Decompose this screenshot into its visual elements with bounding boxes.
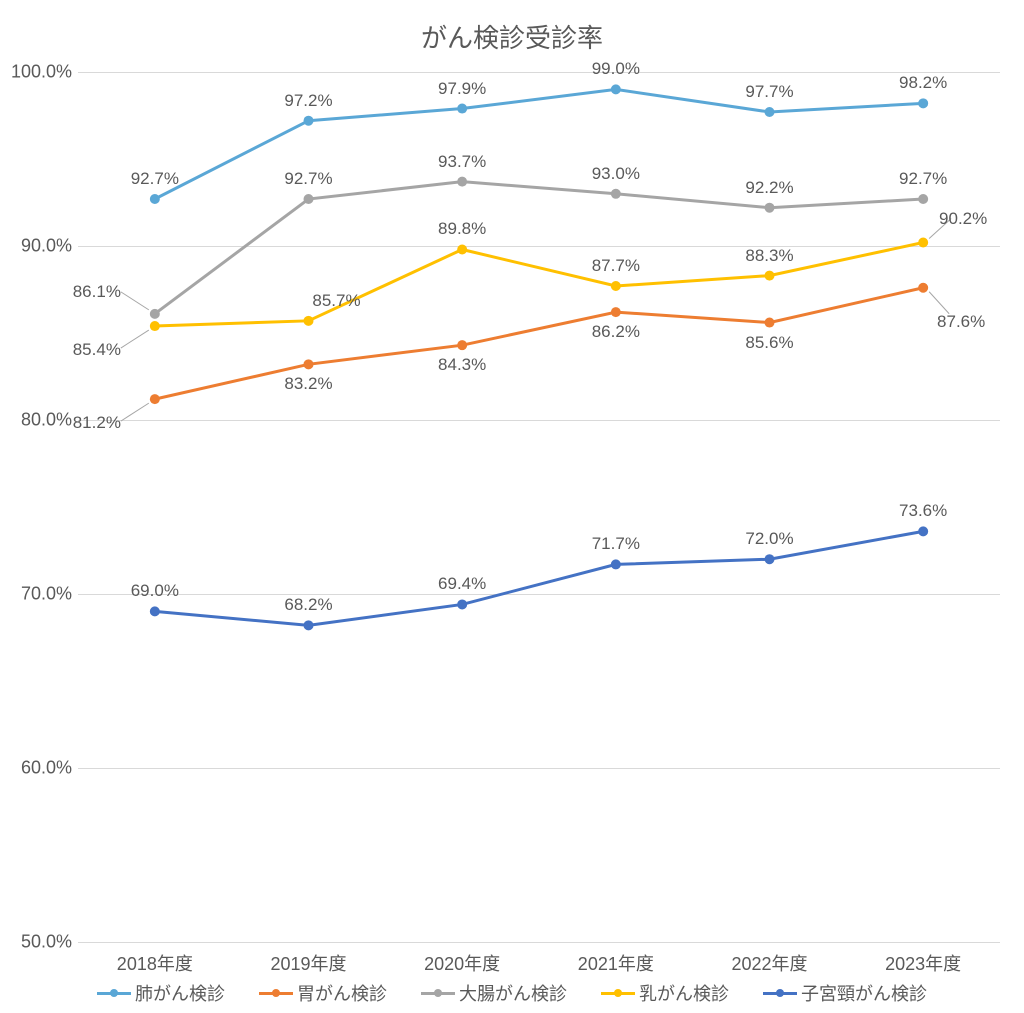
series-marker — [457, 340, 467, 350]
x-tick-label: 2020年度 — [424, 950, 500, 976]
leader-line — [929, 219, 951, 239]
legend: 肺がん検診 胃がん検診 大腸がん検診 乳がん検診 子宮頸がん検診 — [0, 980, 1024, 1006]
plot-svg — [78, 72, 1000, 942]
series-marker — [457, 244, 467, 254]
legend-item: 子宮頸がん検診 — [763, 980, 927, 1006]
legend-item: 乳がん検診 — [601, 980, 729, 1006]
series-marker — [150, 321, 160, 331]
series-marker — [150, 309, 160, 319]
legend-swatch — [601, 988, 635, 998]
legend-swatch — [763, 988, 797, 998]
x-tick-label: 2023年度 — [885, 950, 961, 976]
y-tick-label: 60.0% — [2, 758, 72, 779]
series-marker — [765, 554, 775, 564]
leader-line — [929, 292, 949, 314]
y-tick-label: 90.0% — [2, 236, 72, 257]
series-marker — [457, 177, 467, 187]
series-marker — [457, 599, 467, 609]
series-marker — [611, 281, 621, 291]
legend-label: 子宮頸がん検診 — [801, 980, 927, 1006]
series-marker — [918, 526, 928, 536]
legend-label: 乳がん検診 — [639, 980, 729, 1006]
series-marker — [150, 194, 160, 204]
legend-label: 大腸がん検診 — [459, 980, 567, 1006]
series-marker — [765, 318, 775, 328]
y-tick-label: 100.0% — [2, 62, 72, 83]
y-tick-label: 50.0% — [2, 932, 72, 953]
x-tick-label: 2018年度 — [117, 950, 193, 976]
series-marker — [918, 283, 928, 293]
chart-container: がん検診受診率 50.0%60.0%70.0%80.0%90.0%100.0% … — [0, 0, 1024, 1013]
series-marker — [918, 238, 928, 248]
series-marker — [304, 194, 314, 204]
legend-swatch — [421, 988, 455, 998]
legend-label: 肺がん検診 — [135, 980, 225, 1006]
y-tick-label: 80.0% — [2, 410, 72, 431]
series-marker — [611, 189, 621, 199]
y-tick-label: 70.0% — [2, 584, 72, 605]
legend-item: 大腸がん検診 — [421, 980, 567, 1006]
series-marker — [304, 359, 314, 369]
leader-line — [121, 330, 149, 348]
series-marker — [765, 203, 775, 213]
series-marker — [918, 194, 928, 204]
series-marker — [304, 620, 314, 630]
series-marker — [918, 98, 928, 108]
series-marker — [765, 107, 775, 117]
x-tick-label: 2021年度 — [578, 950, 654, 976]
x-tick-label: 2019年度 — [270, 950, 346, 976]
series-marker — [611, 307, 621, 317]
series-marker — [304, 116, 314, 126]
series-marker — [150, 394, 160, 404]
leader-line — [121, 292, 149, 310]
gridline — [78, 942, 1000, 943]
legend-swatch — [259, 988, 293, 998]
series-line — [155, 288, 923, 399]
legend-swatch — [97, 988, 131, 998]
series-marker — [304, 316, 314, 326]
series-line — [155, 531, 923, 625]
series-line — [155, 182, 923, 314]
series-marker — [150, 606, 160, 616]
series-marker — [611, 84, 621, 94]
series-line — [155, 89, 923, 199]
series-marker — [611, 559, 621, 569]
legend-label: 胃がん検診 — [297, 980, 387, 1006]
plot-area — [78, 72, 1000, 942]
chart-title: がん検診受診率 — [0, 18, 1024, 55]
leader-line — [121, 403, 149, 421]
series-marker — [765, 271, 775, 281]
x-tick-label: 2022年度 — [731, 950, 807, 976]
series-marker — [457, 104, 467, 114]
legend-item: 胃がん検診 — [259, 980, 387, 1006]
legend-item: 肺がん検診 — [97, 980, 225, 1006]
